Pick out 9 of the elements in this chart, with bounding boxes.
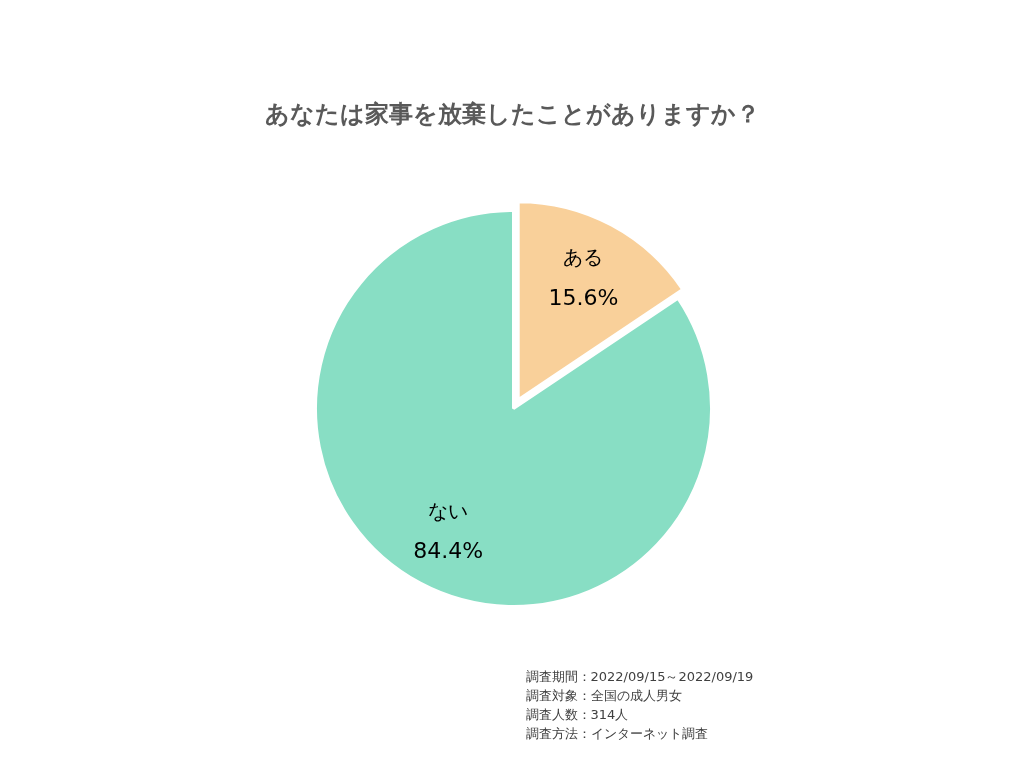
text: 調査方法：インターネット調査 bbox=[525, 726, 708, 741]
text: 調査対象：全国の成人男女 bbox=[525, 688, 682, 703]
data-label: 84.4% bbox=[413, 538, 484, 564]
data-label: 15.6% bbox=[548, 284, 619, 310]
text: 調査期間：2022/09/15～2022/09/19 bbox=[525, 669, 754, 684]
text: 調査人数：314人 bbox=[525, 707, 629, 722]
slice-label: ある bbox=[563, 245, 604, 270]
slice-label: ない bbox=[428, 498, 469, 523]
chart-title: あなたは家事を放棄したことがありますか？ bbox=[265, 99, 760, 128]
